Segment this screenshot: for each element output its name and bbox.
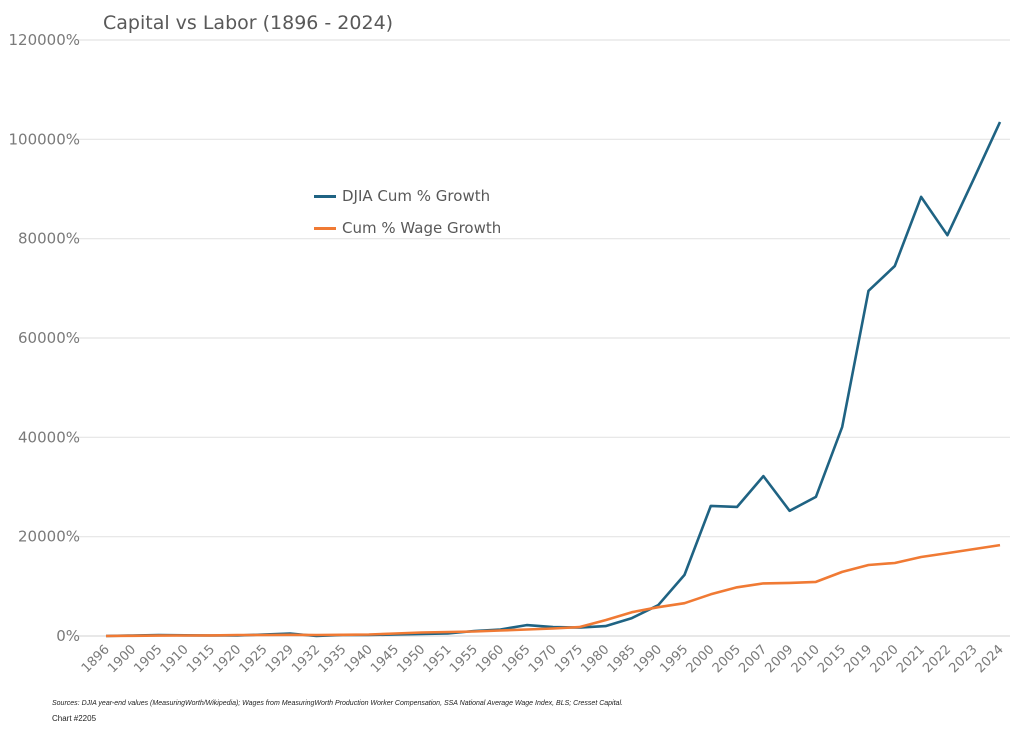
x-tick-label: 1950	[394, 642, 428, 676]
x-tick-label: 2007	[736, 642, 770, 676]
x-tick-label: 1955	[447, 642, 481, 676]
legend-label-djia: DJIA Cum % Growth	[342, 187, 491, 205]
x-tick-label: 1896	[79, 642, 113, 676]
x-tick-label: 1965	[500, 642, 534, 676]
x-tick-label: 2005	[710, 642, 744, 676]
x-tick-label: 2020	[868, 642, 902, 676]
x-tick-label: 2019	[841, 642, 875, 676]
x-tick-label: 2022	[920, 642, 954, 676]
x-tick-label: 1985	[605, 642, 639, 676]
series-line-wage	[105, 543, 1001, 638]
x-tick-label: 1905	[131, 642, 165, 676]
x-tick-label: 1932	[289, 642, 323, 676]
x-tick-label: 1960	[473, 642, 507, 676]
legend-item-wage: Cum % Wage Growth	[314, 212, 501, 244]
legend-item-djia: DJIA Cum % Growth	[314, 180, 501, 212]
x-tick-label: 2021	[894, 642, 928, 676]
legend: DJIA Cum % Growth Cum % Wage Growth	[314, 180, 501, 244]
x-tick-label: 1980	[578, 642, 612, 676]
x-tick-label: 2000	[684, 642, 718, 676]
x-tick-label: 1935	[315, 642, 349, 676]
series-line-djia	[105, 121, 1002, 638]
x-tick-label: 2023	[947, 642, 981, 676]
sources-note: Sources: DJIA year-end values (Measuring…	[52, 700, 623, 707]
x-tick-label: 1910	[158, 642, 192, 676]
legend-swatch-djia	[314, 194, 336, 198]
chart-number: Chart #2205	[52, 714, 97, 723]
x-tick-label: 2024	[973, 642, 1007, 676]
y-tick-label: 0%	[56, 627, 80, 645]
y-tick-label: 100000%	[8, 130, 80, 148]
legend-swatch-wage	[314, 226, 336, 230]
x-tick-label: 1929	[263, 642, 297, 676]
y-tick-label: 60000%	[18, 329, 80, 347]
x-tick-label: 1915	[184, 642, 218, 676]
x-tick-label: 1940	[342, 642, 376, 676]
x-tick-label: 1990	[631, 642, 665, 676]
x-tick-label: 1970	[526, 642, 560, 676]
x-tick-label: 1900	[105, 642, 139, 676]
x-tick-label: 1995	[657, 642, 691, 676]
x-tick-label: 2009	[762, 642, 796, 676]
x-tick-label: 1975	[552, 642, 586, 676]
x-tick-label: 1945	[368, 642, 402, 676]
y-tick-label: 40000%	[18, 428, 80, 446]
x-tick-label: 2010	[789, 642, 823, 676]
legend-label-wage: Cum % Wage Growth	[342, 219, 502, 237]
y-tick-label: 80000%	[18, 230, 80, 248]
x-tick-label: 1925	[237, 642, 271, 676]
x-tick-label: 2015	[815, 642, 849, 676]
x-tick-label: 1951	[421, 642, 455, 676]
chart-title: Capital vs Labor (1896 - 2024)	[103, 12, 394, 34]
y-tick-label: 20000%	[18, 528, 80, 546]
y-tick-label: 120000%	[8, 31, 80, 49]
x-tick-label: 1920	[210, 642, 244, 676]
